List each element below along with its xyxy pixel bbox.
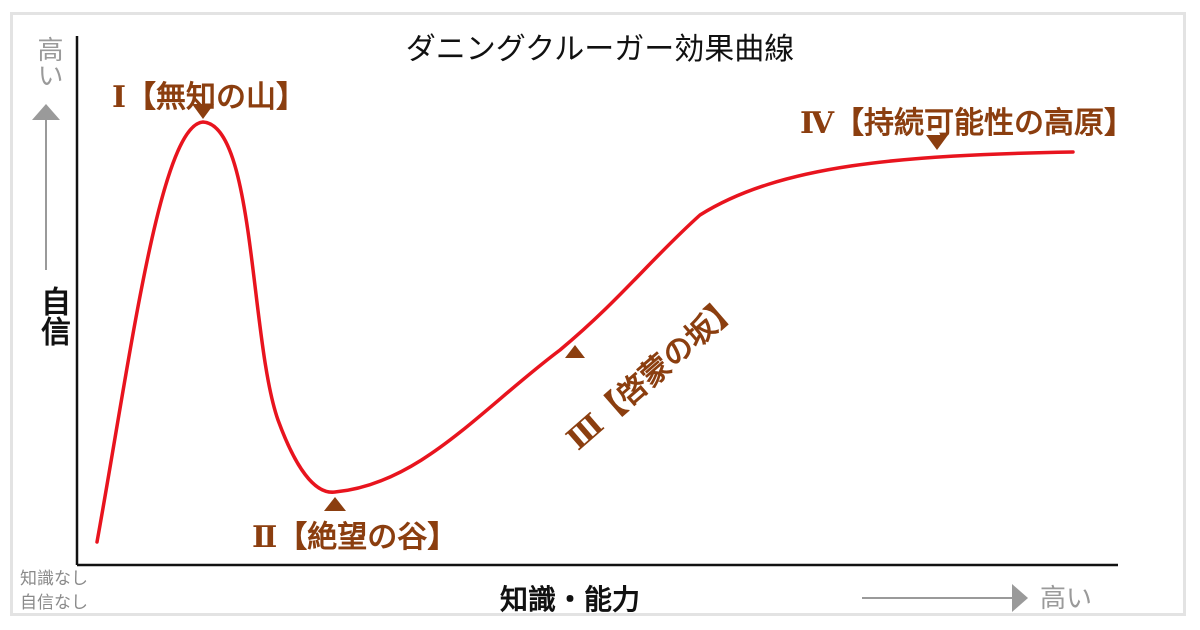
- diagram-title: ダニングクルーガー効果曲線: [405, 32, 795, 67]
- x-arrow-head-icon: [1012, 584, 1028, 612]
- y-axis-label: 自信: [35, 286, 70, 346]
- y-arrow-head-icon: [32, 104, 60, 120]
- peak-marker-icon: [192, 104, 214, 119]
- stage-label-peak: Ⅰ【無知の山】: [112, 80, 307, 115]
- dunning-kruger-curve: [95, 120, 1075, 544]
- origin-label-knowledge: 知識なし: [20, 569, 88, 589]
- x-axis-high-label: 高い: [1040, 584, 1093, 614]
- stage-label-valley: Ⅱ【絶望の谷】: [252, 520, 458, 555]
- valley-marker-icon: [324, 497, 346, 511]
- y-axis-high-label: 高い: [33, 36, 63, 88]
- slope-marker-icon: [565, 345, 585, 358]
- x-axis-label: 知識・能力: [499, 583, 640, 616]
- diagram-frame: [10, 12, 1186, 616]
- stage-label-plateau: Ⅳ【持続可能性の高原】: [800, 106, 1135, 141]
- origin-label-confidence: 自信なし: [20, 593, 88, 613]
- plateau-marker-icon: [926, 135, 948, 150]
